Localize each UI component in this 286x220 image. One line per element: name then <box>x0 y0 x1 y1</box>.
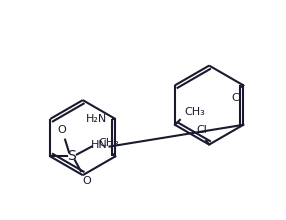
Text: S: S <box>67 149 76 163</box>
Text: HN: HN <box>91 139 108 150</box>
Text: Cl: Cl <box>231 93 242 103</box>
Text: CH₃: CH₃ <box>98 138 119 148</box>
Text: O: O <box>58 125 67 135</box>
Text: O: O <box>82 176 91 186</box>
Text: CH₃: CH₃ <box>185 107 206 117</box>
Text: H₂N: H₂N <box>86 114 107 124</box>
Text: Cl: Cl <box>197 125 208 135</box>
